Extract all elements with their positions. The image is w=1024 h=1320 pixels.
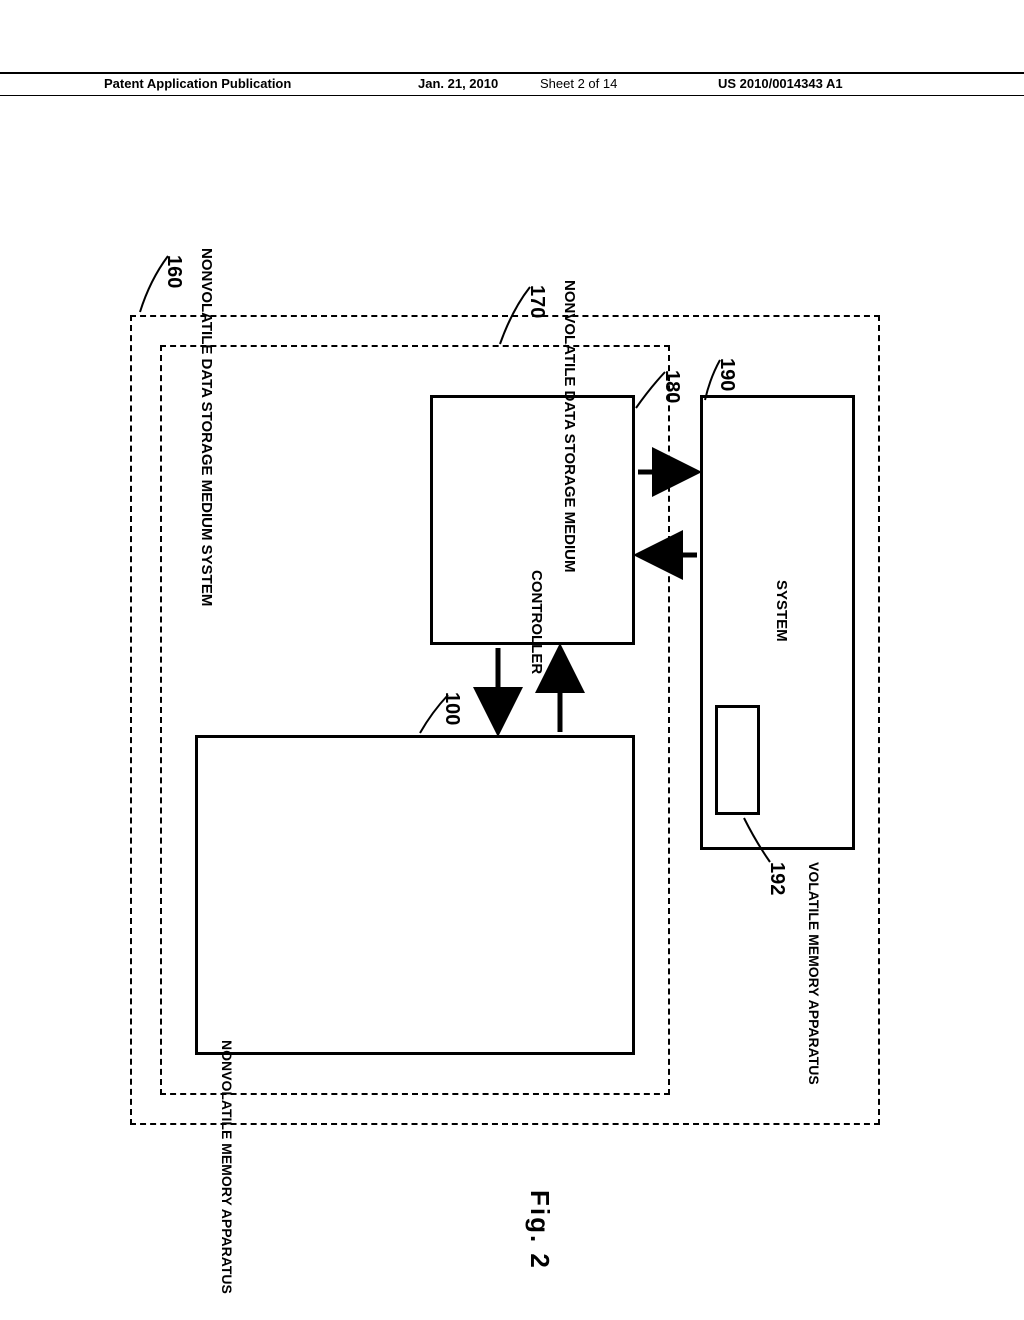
label-170: NONVOLATILE DATA STORAGE MEDIUM bbox=[561, 280, 578, 573]
ref-180: 180 bbox=[660, 370, 683, 403]
ref-100: 100 bbox=[440, 692, 463, 725]
ref-192: 192 bbox=[765, 862, 788, 895]
arrows-layer bbox=[0, 0, 1024, 1320]
ref-170: 170 bbox=[525, 285, 548, 318]
page: Patent Application Publication Jan. 21, … bbox=[0, 0, 1024, 1320]
figure-caption: Fig. 2 bbox=[524, 1190, 555, 1270]
ref-190: 190 bbox=[715, 358, 738, 391]
label-190: SYSTEM bbox=[773, 580, 790, 642]
ref-160: 160 bbox=[162, 255, 185, 288]
label-100: NONVOLATILE MEMORY APPARATUS bbox=[219, 1040, 235, 1294]
label-192: VOLATILE MEMORY APPARATUS bbox=[806, 862, 822, 1085]
label-160: NONVOLATILE DATA STORAGE MEDIUM SYSTEM bbox=[198, 248, 215, 606]
label-180: CONTROLLER bbox=[528, 570, 545, 674]
